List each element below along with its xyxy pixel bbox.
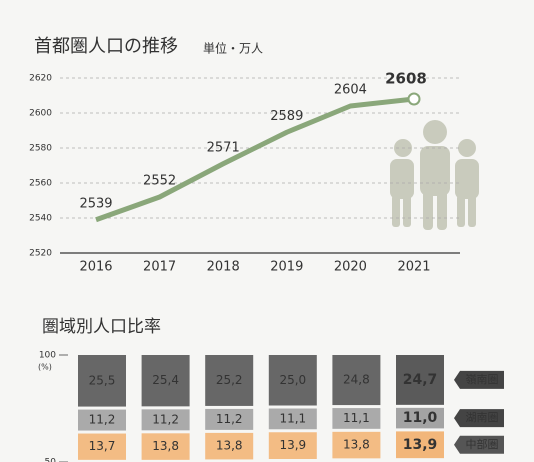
legend-label: 湖南圏 (466, 411, 499, 424)
chart-subtitle: 単位・万人 (203, 41, 263, 56)
bar-segment (332, 408, 381, 429)
legend-label: 嶺南圏 (466, 373, 499, 386)
legend-label: 中部圏 (466, 437, 499, 451)
bar-segment (78, 355, 126, 407)
bar-segment (205, 432, 254, 460)
value-label: 11,2 (152, 412, 179, 426)
x-tick-label: 2020 (334, 260, 367, 275)
line (95, 96, 415, 223)
bar-segment (141, 433, 190, 460)
x-tick-label: 2017 (143, 260, 176, 275)
bar-segment (396, 355, 444, 405)
marker (407, 92, 421, 106)
bar-segment (78, 433, 126, 460)
bar-segment (396, 431, 444, 459)
bar-segment (396, 407, 444, 429)
value-label: 11,1 (343, 411, 370, 425)
value-label: 2608 (385, 70, 427, 88)
people-icon (390, 120, 479, 230)
chart-title: 首都圏人口の推移 (34, 36, 178, 57)
bar-segment (268, 432, 317, 459)
y-unit: (%) (38, 363, 52, 372)
y-tick-label: 100 (39, 351, 56, 361)
value-label: 13,8 (152, 439, 179, 453)
value-label: 24,7 (403, 372, 438, 388)
value-label: 25,4 (152, 373, 179, 387)
value-label: 11,2 (216, 412, 243, 426)
value-label: 13,8 (343, 438, 370, 452)
bar-segment (268, 355, 317, 406)
legend-box (454, 435, 504, 454)
value-label: 11,2 (89, 413, 116, 427)
value-label: 13,9 (279, 438, 306, 452)
x-tick-label: 2019 (270, 260, 303, 275)
value-label: 2604 (334, 83, 367, 98)
value-label: 25,2 (216, 373, 243, 387)
bar-segment (78, 409, 126, 431)
y-tick-label: 2600 (29, 109, 52, 119)
bar-segment (205, 355, 254, 406)
value-label: 2539 (79, 196, 112, 211)
value-label: 25,5 (89, 373, 116, 387)
y-tick-label: 2560 (29, 179, 52, 189)
bar-segment (141, 355, 190, 407)
legend-box (454, 409, 504, 428)
value-label: 24,8 (343, 373, 370, 387)
chart-title: 圏域別人口比率 (42, 317, 161, 337)
value-label: 13,7 (89, 439, 116, 453)
value-label: 13,8 (216, 439, 243, 453)
bar-segment (332, 355, 381, 406)
value-label: 13,9 (403, 437, 438, 453)
value-label: 2589 (270, 109, 303, 124)
value-label: 25,0 (279, 373, 306, 387)
value-label: 2571 (207, 140, 240, 155)
x-tick-label: 2018 (207, 260, 240, 275)
x-tick-label: 2021 (397, 260, 430, 275)
value-label: 2552 (143, 174, 176, 189)
bar-segment (141, 409, 190, 431)
y-tick-label: 2520 (29, 249, 52, 259)
y-tick-label: 2580 (29, 144, 52, 154)
legend-box (454, 370, 504, 389)
y-tick-label: 2620 (29, 74, 52, 84)
value-label: 11,0 (403, 410, 438, 426)
x-tick-label: 2016 (79, 260, 112, 275)
bar-segment (332, 431, 381, 459)
y-tick-label: 2540 (29, 214, 52, 224)
y-tick-label: 50 (45, 458, 57, 462)
value-label: 11,1 (279, 411, 306, 425)
bar-segment (205, 408, 254, 430)
bar-segment (268, 408, 317, 430)
